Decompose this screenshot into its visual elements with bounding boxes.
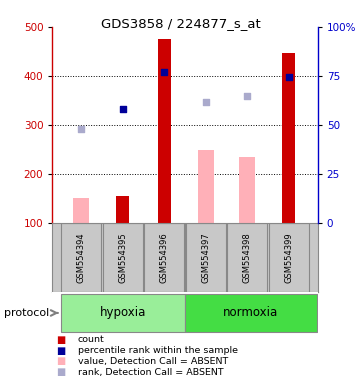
Text: ■: ■ [56,367,65,377]
Point [120,106,126,112]
Bar [198,150,214,223]
Bar [158,39,171,223]
Bar [239,157,255,223]
Text: GDS3858 / 224877_s_at: GDS3858 / 224877_s_at [101,17,260,30]
Bar [186,223,226,292]
Bar [74,198,89,223]
Text: hypoxia: hypoxia [100,306,147,319]
Text: GSM554398: GSM554398 [243,232,252,283]
Bar [227,223,267,292]
Bar [269,223,309,292]
Point [286,74,292,80]
Text: ■: ■ [56,335,65,345]
Text: GSM554396: GSM554396 [160,232,169,283]
Text: GSM554397: GSM554397 [201,232,210,283]
Point [78,126,84,132]
Text: GSM554394: GSM554394 [77,232,86,283]
Text: value, Detection Call = ABSENT: value, Detection Call = ABSENT [78,357,228,366]
Text: ■: ■ [56,346,65,356]
Bar [61,223,101,292]
Text: ■: ■ [56,356,65,366]
Bar [116,196,130,223]
Text: GSM554399: GSM554399 [284,232,293,283]
Text: protocol: protocol [4,308,49,318]
Bar [282,53,295,223]
Bar [144,223,184,292]
Point [203,99,209,105]
Text: percentile rank within the sample: percentile rank within the sample [78,346,238,355]
Text: rank, Detection Call = ABSENT: rank, Detection Call = ABSENT [78,367,223,377]
Point [244,93,250,99]
Bar [103,223,143,292]
Text: GSM554395: GSM554395 [118,232,127,283]
Bar [61,294,185,332]
Bar [185,294,317,332]
Text: count: count [78,335,104,344]
Text: normoxia: normoxia [223,306,279,319]
Point [161,70,167,76]
